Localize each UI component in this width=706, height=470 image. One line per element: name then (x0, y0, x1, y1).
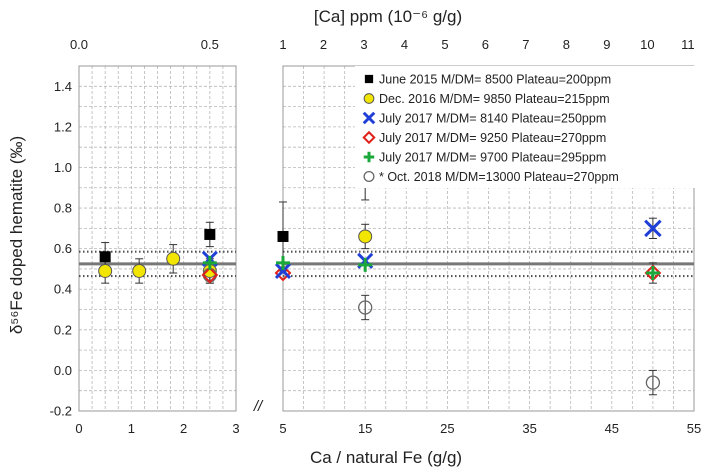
diamond-marker (362, 130, 376, 145)
y-tick-label: 0.2 (54, 322, 72, 337)
data-point (645, 266, 660, 280)
bottom-tick-label: 2 (180, 421, 187, 436)
bottom-tick-label: 1 (128, 421, 135, 436)
legend-marker (362, 130, 376, 145)
left-panel-frame (78, 65, 237, 412)
data-point (201, 266, 219, 284)
y-tick-label: 0.4 (54, 282, 72, 297)
legend-label: * Oct. 2018 M/DM=13000 Plateau=270ppm (379, 170, 619, 184)
legend-marker (362, 111, 376, 125)
legend-entry: Dec. 2016 M/DM= 9850 Plateau=215ppm (363, 92, 610, 106)
bottom-axis-title: Ca / natural Fe (g/g) (310, 448, 462, 467)
data-markers (98, 81, 662, 396)
bottom-tick-label: 55 (687, 421, 701, 436)
square-marker (364, 74, 374, 84)
x-marker-stroke (362, 111, 376, 125)
error-bar (648, 369, 657, 396)
top-tick-label: 11 (681, 37, 695, 52)
error-bar (361, 294, 370, 321)
y-tick-label: 1.2 (54, 119, 72, 134)
legend-label: July 2017 M/DM= 9250 Plateau=270ppm (379, 131, 606, 145)
bottom-tick-label: 45 (605, 421, 619, 436)
legend-entry: July 2017 M/DM= 8140 Plateau=250ppm (362, 111, 606, 126)
data-point (358, 257, 373, 272)
legend-box (355, 66, 695, 188)
y-tick-label: 1.4 (54, 79, 72, 94)
yellow-circle-marker (363, 93, 375, 104)
data-point (274, 262, 292, 280)
legend-label: Dec. 2016 M/DM= 9850 Plateau=215ppm (379, 92, 610, 106)
open-circle-marker (645, 375, 661, 390)
bottom-tick-label: 5 (279, 421, 286, 436)
top-tick-label: 4 (401, 37, 408, 52)
diamond-marker (274, 264, 292, 282)
data-point (274, 264, 292, 282)
legend: June 2015 M/DM= 8500 Plateau=200ppm Dec. … (362, 73, 619, 184)
top-tick-label: 7 (522, 37, 529, 52)
bottom-tick-label: 35 (522, 421, 536, 436)
square-marker (99, 251, 111, 263)
bottom-tick-label: 15 (358, 421, 372, 436)
legend-entry: July 2017 M/DM= 9700 Plateau=295ppm (363, 151, 606, 165)
x-marker-stroke (274, 262, 292, 280)
tick-labels: -0.20.00.20.40.60.81.01.21.40 1 2 3 5 15 25 35 4… (50, 37, 702, 436)
legend-entry: June 2015 M/DM= 8500 Plateau=200ppm (364, 73, 611, 87)
open-circle-marker (358, 300, 373, 315)
y-tick-label: 1.0 (54, 160, 72, 175)
data-point (204, 228, 216, 240)
legend-marker (364, 74, 374, 84)
legend-marker (363, 151, 375, 163)
top-tick-label: 9 (603, 37, 610, 52)
legend-marker (363, 93, 375, 104)
y-tick-label: 0.0 (54, 363, 72, 378)
legend-entry: * Oct. 2018 M/DM=13000 Plateau=270ppm (363, 170, 619, 184)
top-tick-label: 10 (640, 37, 654, 52)
top-tick-label: 6 (482, 37, 489, 52)
top-tick-label: 0.0 (70, 37, 88, 52)
y-tick-label: 0.6 (54, 241, 72, 256)
data-point (644, 219, 662, 238)
data-point (358, 229, 373, 244)
data-point (276, 255, 290, 270)
top-tick-label: 0.5 (201, 37, 219, 52)
open-circle-marker (363, 170, 375, 183)
data-point (98, 263, 113, 278)
axis-break-marker: // (253, 398, 264, 415)
bottom-tick-label: 3 (232, 421, 239, 436)
legend-label: June 2015 M/DM= 8500 Plateau=200ppm (379, 73, 611, 87)
legend-label: July 2017 M/DM= 9700 Plateau=295ppm (379, 151, 606, 165)
top-tick-label: 5 (441, 37, 448, 52)
y-tick-label: 0.8 (54, 201, 72, 216)
bottom-tick-label: 0 (75, 421, 82, 436)
yellow-circle-marker (132, 263, 147, 278)
data-point (277, 230, 289, 242)
diamond-marker (201, 266, 219, 284)
data-point (132, 263, 147, 278)
data-point (645, 375, 661, 390)
x-marker-stroke (644, 219, 662, 238)
top-tick-label: 2 (320, 37, 327, 52)
top-tick-label: 3 (360, 37, 367, 52)
legend-label: July 2017 M/DM= 8140 Plateau=250ppm (379, 112, 606, 126)
top-tick-label: 8 (563, 37, 570, 52)
yellow-circle-marker (358, 229, 373, 244)
y-axis-title: δ⁵⁶Fe doped hematite (‰) (7, 136, 26, 334)
legend-entry: July 2017 M/DM= 9250 Plateau=270ppm (362, 130, 606, 145)
data-point (166, 251, 181, 266)
data-point (99, 251, 111, 263)
legend-marker (363, 170, 375, 183)
y-tick-label: -0.2 (50, 404, 72, 419)
yellow-circle-marker (98, 263, 113, 278)
bottom-tick-label: 25 (440, 421, 454, 436)
square-marker (204, 228, 216, 240)
top-axis-title: [Ca] ppm (10⁻⁶ g/g) (314, 7, 462, 26)
top-tick-label: 1 (279, 37, 286, 52)
data-point (358, 300, 373, 315)
data-point (202, 255, 217, 270)
square-marker (277, 230, 289, 242)
yellow-circle-marker (166, 251, 181, 266)
